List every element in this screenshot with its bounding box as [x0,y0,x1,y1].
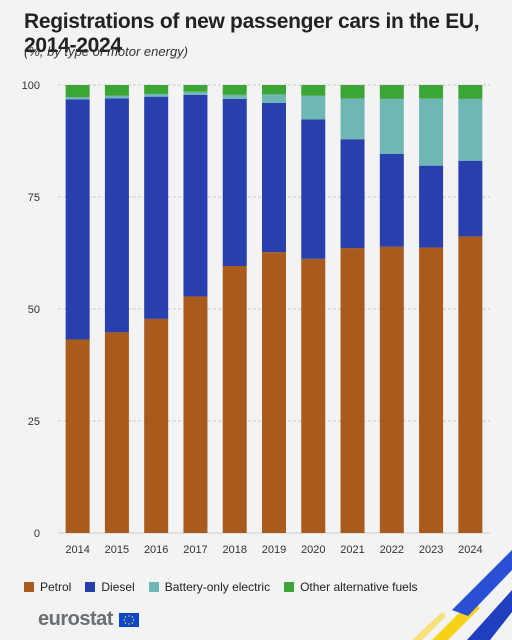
bar-segment-diesel-2016 [144,96,169,319]
bar-segment-battery-only-electric-2019 [262,94,286,103]
logo-text: eurostat [38,608,113,630]
legend-item-battery: Battery-only electric [148,580,271,594]
legend-label-diesel: Diesel [101,580,135,594]
y-tick-label: 75 [28,192,40,204]
bar-segment-diesel-2022 [379,153,404,247]
legend-swatch-other [284,582,295,592]
legend-item-other: Other alternative fuels [284,580,418,594]
bar-segment-battery-only-electric-2023 [419,98,444,166]
bar-segment-diesel-2018 [222,98,247,266]
legend-label-battery: Battery-only electric [164,580,271,594]
bar-segment-other-alternative-fuels-2024 [458,85,483,99]
bar-segment-other-alternative-fuels-2021 [340,85,365,99]
bar-segment-other-alternative-fuels-2020 [301,85,326,96]
x-tick-label: 2022 [380,544,404,556]
bar-segment-petrol-2018 [222,265,247,533]
bar-segment-diesel-2024 [458,160,483,237]
bar-segment-diesel-2019 [262,102,286,253]
x-tick-label: 2016 [144,544,168,556]
stacked-bar-chart: 0 25 50 75 100 2014 2015 2016 2017 2018 2019 2020 20… [22,80,490,556]
bar-segment-petrol-2023 [419,247,444,533]
x-tick-label: 2014 [65,544,89,556]
x-tick-label: 2023 [419,544,443,556]
x-tick-label: 2020 [301,544,325,556]
legend-item-diesel: Diesel [85,580,135,594]
bar-segment-other-alternative-fuels-2022 [379,85,404,99]
x-tick-label: 2017 [183,544,207,556]
bar-segment-other-alternative-fuels-2014 [65,85,90,98]
bar-segment-petrol-2015 [104,332,129,533]
bar-segment-diesel-2021 [340,139,365,249]
bar-segment-battery-only-electric-2017 [183,91,208,95]
bar-segment-battery-only-electric-2018 [222,94,247,99]
bar-segment-diesel-2014 [65,99,90,340]
y-tick-label: 25 [28,416,40,428]
corner-decoration-icon [412,550,512,640]
bar-segment-petrol-2019 [262,252,286,533]
bar-segment-other-alternative-fuels-2018 [222,85,247,95]
chart-legend: Petrol Diesel Battery-only electric Othe… [24,580,418,594]
bar-segment-diesel-2015 [104,98,129,333]
bar-segment-battery-only-electric-2014 [65,97,90,100]
bar-segment-petrol-2014 [65,339,90,533]
bar-segment-other-alternative-fuels-2015 [104,85,129,96]
bar-segment-petrol-2022 [379,246,404,533]
bar-segment-battery-only-electric-2022 [379,98,404,154]
legend-label-petrol: Petrol [40,580,72,594]
bar-segment-diesel-2020 [301,119,326,259]
legend-swatch-petrol [24,582,34,592]
bar-segment-other-alternative-fuels-2023 [419,85,444,99]
bar-segment-other-alternative-fuels-2017 [183,85,208,92]
bar-segment-petrol-2017 [183,296,208,533]
x-tick-label: 2015 [105,544,129,556]
bar-segment-battery-only-electric-2015 [104,95,129,99]
legend-swatch-battery [148,582,159,592]
x-tick-label: 2021 [340,544,364,556]
bar-segment-battery-only-electric-2016 [144,93,169,97]
bar-segment-diesel-2023 [419,165,444,248]
y-tick-label: 0 [34,528,40,540]
chart-title: Registrations of new passenger cars in t… [24,10,480,57]
y-tick-label: 100 [22,80,40,92]
legend-label-other: Other alternative fuels [300,580,418,594]
bar-segment-petrol-2021 [340,248,365,533]
eurostat-logo: eurostat [38,608,139,631]
legend-swatch-diesel [85,582,96,592]
bar-segment-petrol-2020 [301,258,326,533]
x-tick-label: 2018 [222,544,246,556]
bar-segment-battery-only-electric-2024 [458,98,483,161]
bar-segment-petrol-2016 [144,318,169,533]
y-tick-label: 50 [28,304,40,316]
bar-segment-petrol-2024 [458,236,483,533]
x-tick-label: 2019 [262,544,286,556]
bar-segment-other-alternative-fuels-2019 [262,85,286,95]
bar-segment-diesel-2017 [183,94,208,297]
chart-subtitle: (%, by type of motor energy) [24,44,189,59]
eu-flag-icon [118,612,139,627]
bar-segment-battery-only-electric-2021 [340,98,365,140]
bar-segment-battery-only-electric-2020 [301,95,326,120]
x-tick-label: 2024 [458,544,482,556]
bar-segment-other-alternative-fuels-2016 [144,85,169,94]
legend-item-petrol: Petrol [24,580,71,594]
